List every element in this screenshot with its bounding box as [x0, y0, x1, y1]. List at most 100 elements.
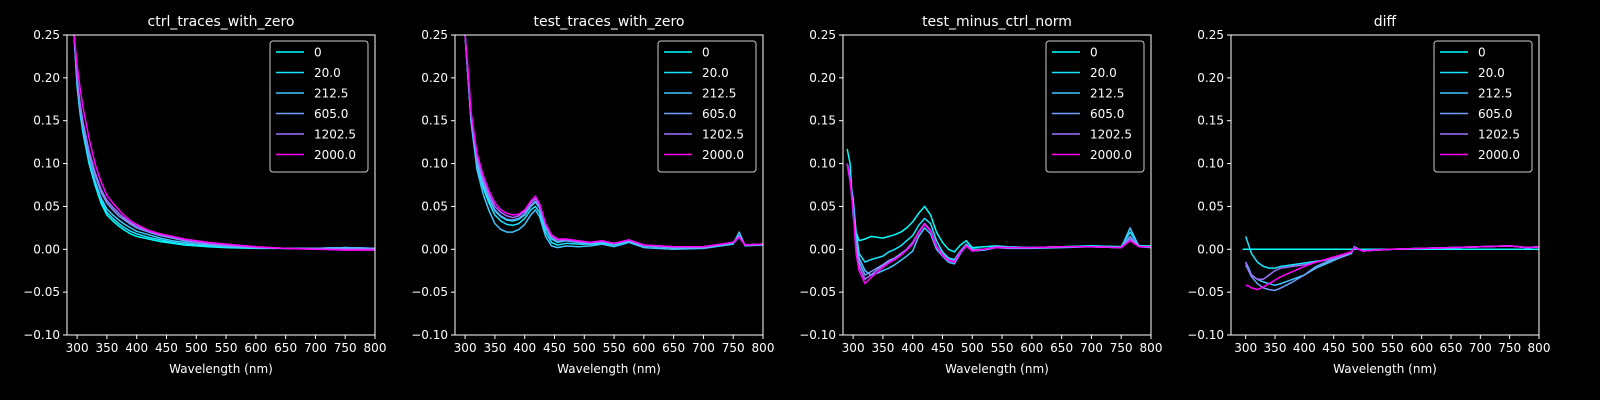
y-tick-label: 0.25	[809, 28, 836, 42]
x-tick-label: 600	[1020, 341, 1043, 355]
x-tick-label: 800	[752, 341, 775, 355]
legend-label: 212.5	[702, 87, 736, 101]
x-tick-label: 800	[1140, 341, 1163, 355]
y-tick-label: 0.10	[421, 157, 448, 171]
axes-frame	[66, 34, 376, 336]
x-tick-label: 550	[1381, 341, 1404, 355]
chart-title: test_traces_with_zero	[534, 14, 685, 30]
y-tick-label: −0.05	[411, 285, 448, 299]
legend-label: 0	[1090, 46, 1098, 60]
x-tick-label: 750	[1110, 341, 1133, 355]
legend: 0 20.0 212.5 605.0 1202.5 2000.0	[1045, 40, 1145, 173]
x-tick-label: 450	[931, 341, 954, 355]
legend-label: 2000.0	[702, 148, 744, 162]
legend-label: 2000.0	[1478, 148, 1520, 162]
y-tick-label: 0.20	[33, 71, 60, 85]
x-tick-label: 550	[215, 341, 238, 355]
x-tick-label: 300	[454, 341, 477, 355]
legend-label: 605.0	[1478, 107, 1512, 121]
legend-label: 20.0	[1478, 66, 1505, 80]
y-tick-label: 0.00	[33, 242, 60, 256]
y-tick-label: −0.10	[411, 328, 448, 342]
y-tick-label: −0.05	[23, 285, 60, 299]
y-tick-label: 0.00	[421, 242, 448, 256]
x-tick-label: 500	[961, 341, 984, 355]
y-tick-label: 0.25	[421, 28, 448, 42]
legend-label: 20.0	[1090, 66, 1117, 80]
y-tick-label: 0.05	[1197, 199, 1224, 213]
x-tick-label: 750	[334, 341, 357, 355]
x-tick-label: 300	[66, 341, 89, 355]
y-tick-label: 0.10	[809, 157, 836, 171]
x-tick-label: 600	[632, 341, 655, 355]
y-tick-label: 0.15	[33, 114, 60, 128]
legend-label: 1202.5	[1090, 128, 1132, 142]
legend-label: 1202.5	[314, 128, 356, 142]
legend-label: 20.0	[314, 66, 341, 80]
legend-label: 212.5	[1478, 87, 1512, 101]
y-tick-label: −0.10	[23, 328, 60, 342]
legend: 0 20.0 212.5 605.0 1202.5 2000.0	[269, 40, 369, 173]
x-tick-label: 350	[1264, 341, 1287, 355]
chart-panel-1: 300 350 400 450 500 550 600 650 700 750 800 −0.10 −0…	[23, 14, 386, 376]
x-tick-label: 700	[1469, 341, 1492, 355]
chart-title: test_minus_ctrl_norm	[922, 14, 1072, 30]
x-tick-label: 800	[364, 341, 387, 355]
series-line-6	[73, 35, 375, 251]
series-line-5	[73, 35, 375, 251]
chart-title: diff	[1374, 14, 1397, 30]
chart-panel-2: 300 350 400 450 500 550 600 650 700 750 800 −0.10 −0…	[411, 14, 774, 376]
chart-panel-4: 300 350 400 450 500 550 600 650 700 750 800 −0.10 −0…	[1187, 14, 1550, 376]
y-tick-label: −0.05	[1187, 285, 1224, 299]
y-tick-label: 0.05	[809, 199, 836, 213]
plot-area	[846, 148, 1151, 285]
legend-label: 605.0	[702, 107, 736, 121]
legend-label: 0	[1478, 46, 1486, 60]
legend-label: 2000.0	[1090, 148, 1132, 162]
y-tick-label: 0.10	[33, 157, 60, 171]
chart-title: ctrl_traces_with_zero	[148, 14, 295, 30]
x-tick-label: 400	[901, 341, 924, 355]
legend-label: 1202.5	[1478, 128, 1520, 142]
x-tick-label: 400	[1293, 341, 1316, 355]
y-tick-label: −0.10	[1187, 328, 1224, 342]
x-axis-label: Wavelength (nm)	[169, 362, 273, 376]
y-tick-label: 0.00	[809, 242, 836, 256]
x-tick-label: 650	[1440, 341, 1463, 355]
x-tick-label: 500	[185, 341, 208, 355]
x-tick-label: 450	[1322, 341, 1345, 355]
y-tick-label: 0.25	[1197, 28, 1224, 42]
y-tick-label: 0.15	[1197, 114, 1224, 128]
x-tick-label: 650	[662, 341, 685, 355]
y-tick-label: −0.05	[799, 285, 836, 299]
legend: 0 20.0 212.5 605.0 1202.5 2000.0	[657, 40, 757, 173]
y-tick-label: 0.05	[33, 199, 60, 213]
legend-label: 0	[314, 46, 322, 60]
y-tick-label: 0.20	[421, 71, 448, 85]
series-line-6	[464, 35, 763, 248]
x-tick-label: 550	[603, 341, 626, 355]
y-tick-label: 0.20	[809, 71, 836, 85]
legend-label: 0	[702, 46, 710, 60]
x-tick-label: 750	[722, 341, 745, 355]
chart-panel-3: 300 350 400 450 500 550 600 650 700 750 800 −0.10 −0…	[799, 14, 1162, 376]
y-tick-label: 0.20	[1197, 71, 1224, 85]
y-tick-label: 0.10	[1197, 157, 1224, 171]
legend-label: 212.5	[314, 87, 348, 101]
legend-label: 1202.5	[702, 128, 744, 142]
legend-label: 212.5	[1090, 87, 1124, 101]
x-tick-label: 350	[483, 341, 506, 355]
plot-area	[1242, 236, 1539, 292]
y-tick-label: −0.10	[799, 328, 836, 342]
x-tick-label: 700	[1080, 341, 1103, 355]
y-tick-label: 0.25	[33, 28, 60, 42]
axes-frame	[1230, 34, 1540, 336]
axes-frame	[454, 34, 764, 336]
x-tick-label: 500	[1352, 341, 1375, 355]
x-tick-label: 650	[274, 341, 297, 355]
axes-frame	[842, 34, 1152, 336]
x-tick-label: 350	[95, 341, 118, 355]
x-tick-label: 700	[692, 341, 715, 355]
